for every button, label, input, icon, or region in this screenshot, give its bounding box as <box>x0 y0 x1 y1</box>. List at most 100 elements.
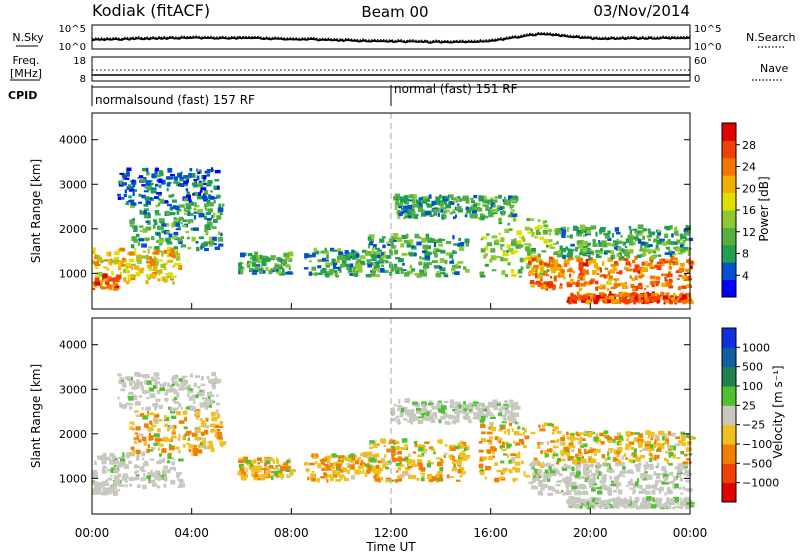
echo-cell <box>574 255 581 259</box>
echo-cell <box>194 409 199 413</box>
echo-cell <box>541 479 547 483</box>
echo-cell <box>196 175 200 181</box>
colorbar-tick-label: 28 <box>742 139 756 152</box>
echo-cell <box>418 261 423 266</box>
echo-cell <box>198 212 205 218</box>
echo-cell <box>564 482 570 486</box>
echo-cell <box>150 469 153 475</box>
echo-cell <box>588 455 593 459</box>
echo-cell <box>611 243 614 247</box>
echo-cell <box>127 278 132 282</box>
echo-cell <box>102 458 106 462</box>
echo-cell <box>591 250 595 256</box>
colorbar-swatch <box>722 482 736 503</box>
echo-cell <box>191 182 197 186</box>
echo-cell <box>128 195 132 199</box>
echo-cell <box>670 502 676 505</box>
echo-cell <box>614 436 621 441</box>
echo-cell <box>674 230 679 235</box>
echo-cell <box>553 275 559 278</box>
echo-cell <box>457 242 463 247</box>
echo-cell <box>130 446 135 450</box>
echo-cell <box>632 490 635 495</box>
echo-cell <box>584 505 588 509</box>
echo-cell <box>452 250 456 254</box>
echo-cell <box>569 273 572 278</box>
echo-cell <box>376 254 380 258</box>
echo-cell <box>449 399 455 404</box>
echo-cell <box>439 467 444 472</box>
echo-cell <box>582 298 588 303</box>
echo-cell <box>670 273 673 278</box>
time-tick-label: 08:00 <box>274 526 309 540</box>
echo-cell <box>356 457 360 462</box>
echo-cell <box>155 183 159 187</box>
echo-cell <box>679 244 684 248</box>
echo-cell <box>425 235 428 240</box>
echo-cell <box>105 280 110 285</box>
echo-cell <box>531 466 535 470</box>
echo-cell <box>566 248 571 251</box>
echo-cell <box>94 274 100 279</box>
echo-cell <box>219 232 223 237</box>
echo-cell <box>596 273 600 275</box>
echo-cell <box>115 464 119 470</box>
echo-cell <box>580 268 582 273</box>
nsearch-label: N.Search <box>746 31 796 44</box>
echo-cell <box>125 402 132 406</box>
echo-cell <box>669 253 673 257</box>
echo-cell <box>146 171 150 176</box>
echo-cell <box>478 195 482 201</box>
echo-cell <box>126 167 132 172</box>
echo-cell <box>480 469 484 472</box>
echo-cell <box>160 264 166 269</box>
echo-cell <box>280 465 284 469</box>
echo-cell <box>206 217 212 221</box>
echo-cell <box>310 473 316 478</box>
echo-cell <box>392 266 399 270</box>
echo-cell <box>586 230 591 234</box>
echo-cell <box>414 216 418 219</box>
echo-cell <box>111 260 116 264</box>
echo-cell <box>661 258 665 262</box>
echo-cell <box>264 466 270 471</box>
echo-cell <box>96 482 102 486</box>
echo-cell <box>452 459 458 463</box>
echo-cell <box>532 475 536 480</box>
echo-cell <box>217 231 221 235</box>
echo-cell <box>144 374 150 377</box>
echo-cell <box>111 455 116 460</box>
echo-cell <box>283 462 288 466</box>
echo-cell <box>573 498 578 501</box>
echo-cell <box>655 497 660 501</box>
echo-cell <box>439 194 442 198</box>
echo-cell <box>421 197 426 201</box>
echo-cell <box>494 477 500 483</box>
echo-cell <box>487 449 491 454</box>
echo-cell <box>169 438 173 442</box>
echo-cell <box>614 278 619 281</box>
echo-cell <box>668 250 673 253</box>
echo-cell <box>158 202 161 207</box>
echo-cell <box>163 483 167 488</box>
echo-cell <box>174 252 180 256</box>
echo-cell <box>514 249 518 253</box>
echo-cell <box>92 288 96 291</box>
station-title: Kodiak (fitACF) <box>92 1 210 20</box>
echo-cell <box>252 268 259 273</box>
echo-cell <box>531 273 538 276</box>
echo-cell <box>509 413 515 419</box>
echo-cell <box>422 211 426 216</box>
echo-cell <box>122 175 127 180</box>
echo-cell <box>152 483 158 486</box>
echo-cell <box>659 238 665 241</box>
echo-cell <box>157 447 160 451</box>
echo-cell <box>570 292 574 298</box>
echo-cell <box>535 235 538 239</box>
echo-cell <box>662 242 668 246</box>
echo-cell <box>171 383 175 387</box>
echo-cell <box>582 229 588 233</box>
echo-cell <box>349 273 355 276</box>
echo-cell <box>511 269 515 274</box>
echo-cell <box>585 259 589 264</box>
